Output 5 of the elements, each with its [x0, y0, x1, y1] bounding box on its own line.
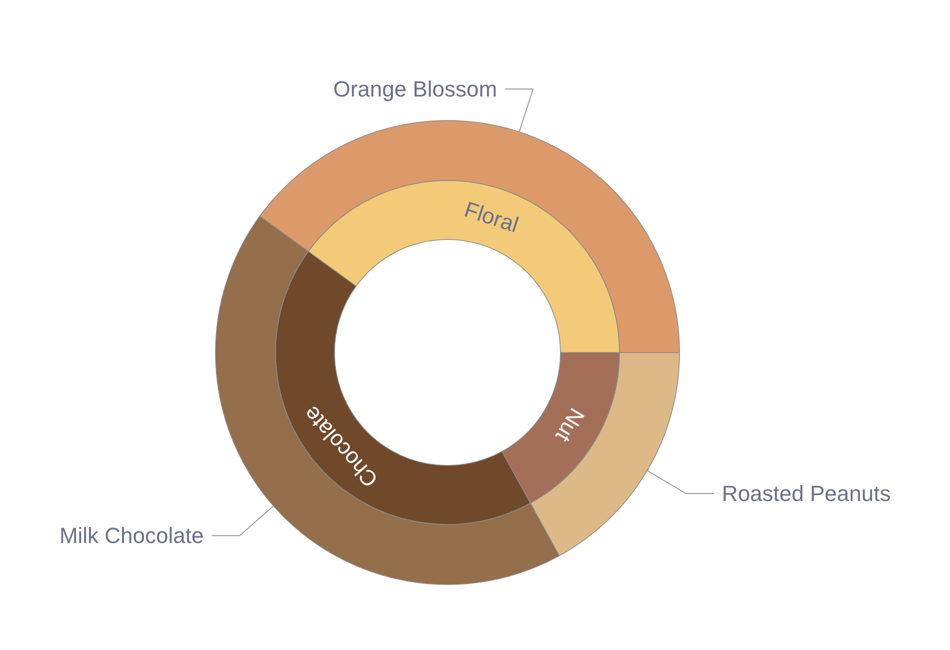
slice-label: Orange Blossom [333, 76, 498, 102]
legend-label: Roasted Peanuts [722, 481, 891, 506]
data-label: Nut [550, 404, 590, 446]
data-label: Floral [462, 196, 522, 238]
slice-label: Milk Chocolate [59, 523, 204, 548]
